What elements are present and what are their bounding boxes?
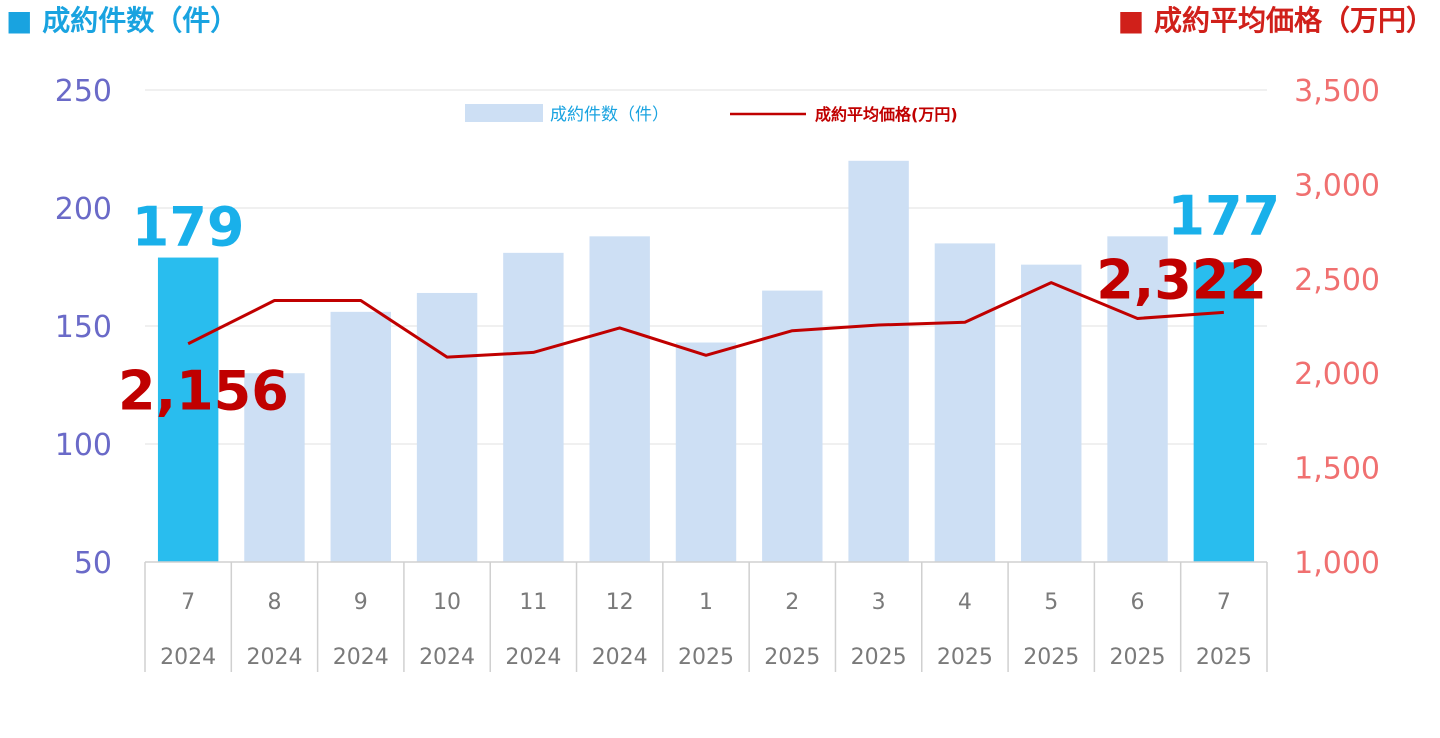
- bar: [503, 252, 564, 562]
- left-tick-label: 150: [55, 310, 112, 345]
- year-label: 2025: [1023, 645, 1079, 670]
- right-tick-label: 3,500: [1294, 74, 1380, 109]
- year-label: 2025: [851, 645, 907, 670]
- right-tick-label: 3,000: [1294, 168, 1380, 203]
- month-label: 5: [1044, 590, 1058, 615]
- left-tick-label: 250: [55, 74, 112, 109]
- left-axis-header: ■ 成約件数（件）: [6, 4, 238, 37]
- right-tick-label: 1,500: [1294, 452, 1380, 487]
- bar-series: [157, 160, 1255, 563]
- right-axis-header: ■ 成約平均価格（万円）: [1118, 4, 1434, 37]
- data-label: 2,156: [118, 360, 289, 423]
- data-label: 179: [132, 196, 245, 259]
- month-label: 10: [433, 590, 461, 615]
- bar: [848, 160, 909, 563]
- bar: [157, 257, 219, 562]
- month-label: 8: [267, 590, 281, 615]
- data-label: 2,322: [1096, 248, 1267, 311]
- left-tick-label: 100: [55, 428, 112, 463]
- bar: [416, 292, 478, 562]
- month-label: 9: [354, 590, 368, 615]
- left-tick-label: 200: [55, 192, 112, 227]
- legend-bar-label: 成約件数（件）: [550, 105, 669, 125]
- right-axis: 3,500 3,000 2,500 2,000 1,500 1,000: [1294, 74, 1380, 581]
- year-label: 2024: [505, 645, 561, 670]
- annotations: 179 177 2,156 2,322: [118, 184, 1280, 422]
- month-label: 7: [181, 590, 195, 615]
- month-label: 4: [958, 590, 972, 615]
- year-label: 2025: [937, 645, 993, 670]
- bar: [244, 373, 305, 562]
- year-label: 2025: [764, 645, 820, 670]
- year-label: 2024: [246, 645, 302, 670]
- month-label: 3: [872, 590, 886, 615]
- legend: 成約件数（件） 成約平均価格(万円): [465, 104, 958, 125]
- month-label: 2: [785, 590, 799, 615]
- bar: [1193, 262, 1255, 562]
- month-label: 1: [699, 590, 713, 615]
- year-label: 2024: [333, 645, 389, 670]
- right-tick-label: 2,500: [1294, 263, 1380, 298]
- line-series: [187, 281, 1224, 359]
- legend-line-label: 成約平均価格(万円): [815, 105, 958, 124]
- right-tick-label: 1,000: [1294, 546, 1380, 581]
- year-label: 2025: [1110, 645, 1166, 670]
- data-label: 177: [1167, 184, 1280, 247]
- bar: [675, 342, 737, 562]
- year-label: 2025: [678, 645, 734, 670]
- month-label: 7: [1217, 590, 1231, 615]
- left-axis: 250 200 150 100 50: [55, 74, 112, 581]
- right-tick-label: 2,000: [1294, 357, 1380, 392]
- category-axis: 7 2024 8 2024 9 2024 10 2024 11 2024 12 2024 1 2025 2 2…: [144, 561, 1268, 672]
- bar: [1107, 236, 1168, 562]
- bar: [589, 236, 650, 562]
- bar: [1021, 264, 1082, 562]
- year-label: 2024: [592, 645, 648, 670]
- bar: [330, 311, 391, 562]
- series-line: [187, 281, 1224, 359]
- legend-bar-swatch: [465, 104, 543, 122]
- year-label: 2025: [1196, 645, 1252, 670]
- left-tick-label: 50: [74, 546, 112, 581]
- year-label: 2024: [419, 645, 475, 670]
- month-label: 6: [1131, 590, 1145, 615]
- year-label: 2024: [160, 645, 216, 670]
- month-label: 12: [606, 590, 634, 615]
- month-label: 11: [519, 590, 547, 615]
- bar: [934, 243, 996, 562]
